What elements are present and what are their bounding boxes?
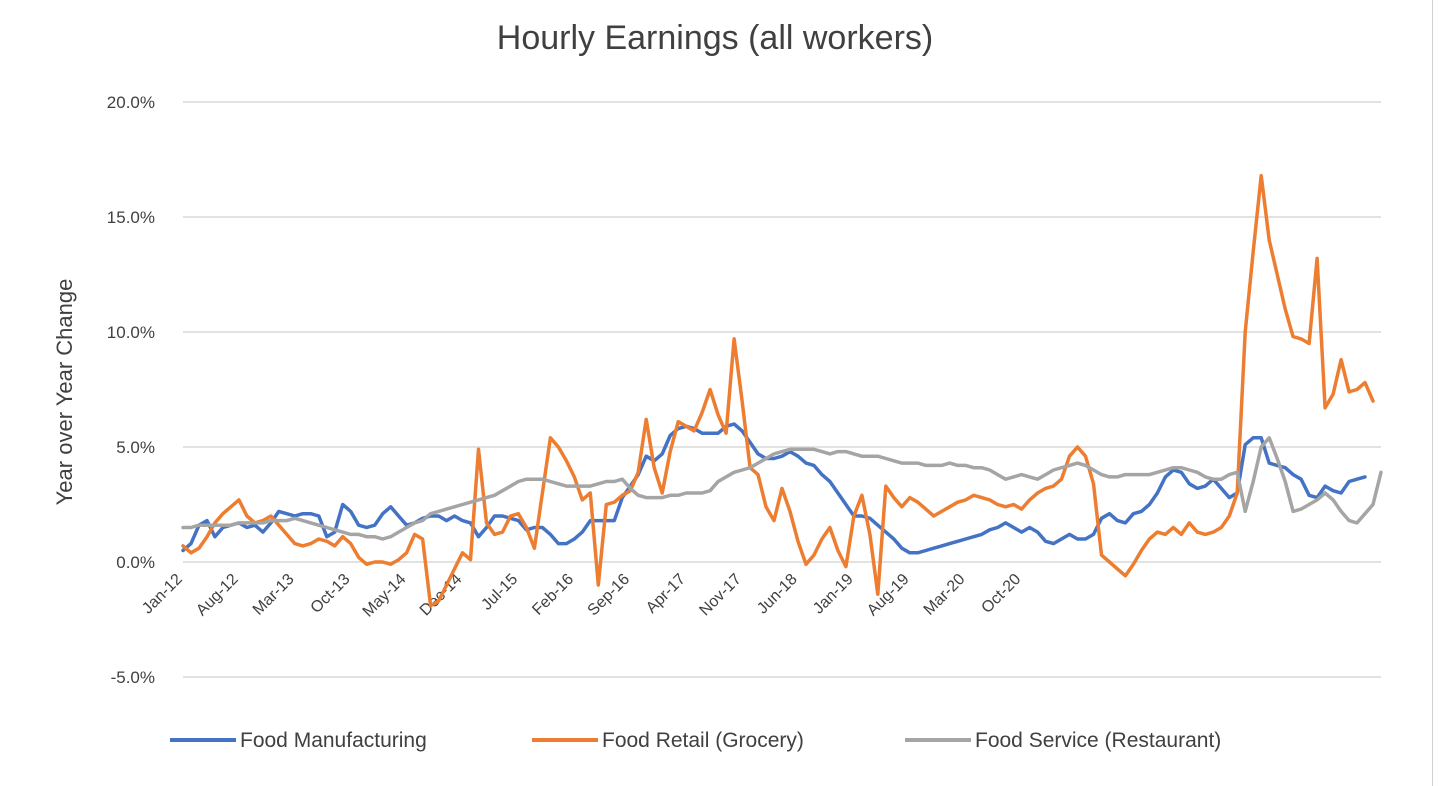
- y-tick-label: 15.0%: [107, 208, 155, 227]
- y-tick-label: 0.0%: [116, 553, 155, 572]
- legend-label: Food Service (Restaurant): [975, 729, 1221, 752]
- x-tick-label: Jul-15: [478, 571, 521, 614]
- legend-label: Food Retail (Grocery): [602, 729, 804, 752]
- x-tick-label: May-14: [360, 571, 410, 621]
- legend-label: Food Manufacturing: [240, 729, 427, 752]
- x-tick-label: Jan-12: [139, 571, 186, 618]
- y-tick-label: -5.0%: [111, 668, 155, 687]
- x-tick-label: Jan-19: [810, 571, 857, 618]
- x-tick-label: Nov-17: [696, 571, 745, 620]
- x-tick-label: Mar-13: [250, 571, 298, 619]
- chart-title: Hourly Earnings (all workers): [497, 19, 933, 57]
- x-tick-label: Aug-12: [193, 571, 242, 620]
- x-tick-label: Sep-16: [585, 571, 634, 620]
- panel-edge-divider: [1432, 0, 1433, 786]
- y-tick-label: 5.0%: [116, 438, 155, 457]
- x-tick-label: Oct-13: [308, 571, 354, 617]
- x-tick-label: Feb-16: [529, 571, 577, 619]
- y-tick-label: 20.0%: [107, 93, 155, 112]
- x-tick-label: Aug-19: [864, 571, 913, 620]
- series-lines: [181, 173, 1383, 608]
- series-line-1: [181, 173, 1375, 608]
- y-axis-tick-labels: -5.0% 0.0% 5.0% 10.0% 15.0% 20.0%: [107, 93, 155, 687]
- x-tick-label: Mar-20: [921, 571, 969, 619]
- y-axis-title: Year over Year Change: [52, 279, 77, 506]
- x-tick-label: Oct-20: [978, 571, 1024, 617]
- y-tick-label: 10.0%: [107, 323, 155, 342]
- series-line-0: [181, 422, 1367, 555]
- x-tick-label: Jun-18: [754, 571, 801, 618]
- x-axis-tick-labels: Jan-12 Aug-12 Mar-13 Oct-13 May-14 Dec-14 Jul-…: [139, 571, 1024, 621]
- legend: Food Manufacturing Food Retail (Grocery) F…: [170, 729, 1221, 752]
- series-line-2: [181, 436, 1383, 541]
- x-tick-label: Apr-17: [643, 571, 689, 617]
